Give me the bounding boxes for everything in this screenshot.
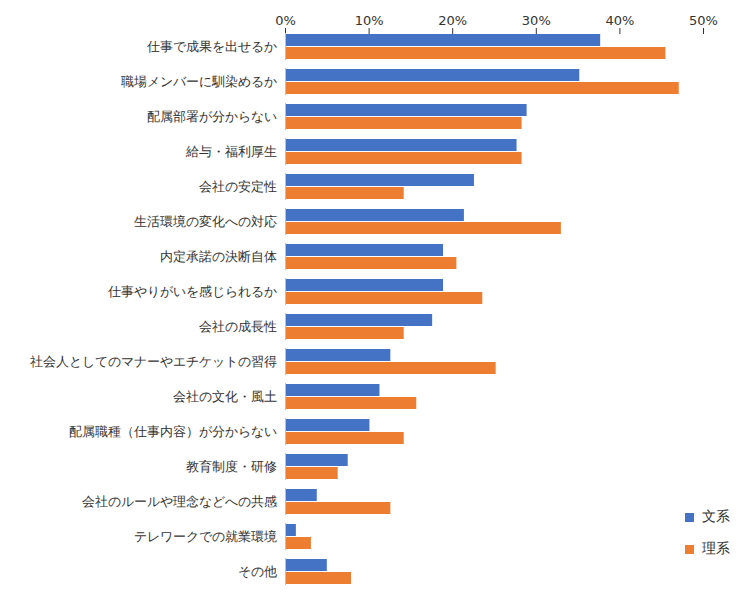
svg-text:会社の文化・風土: 会社の文化・風土	[173, 389, 277, 404]
svg-text:内定承諾の決断自体: 内定承諾の決断自体	[160, 249, 277, 264]
svg-text:会社の成長性: 会社の成長性	[199, 319, 277, 334]
svg-text:給与・福利厚生: 給与・福利厚生	[185, 144, 277, 159]
svg-text:配属職種（仕事内容）が分からない: 配属職種（仕事内容）が分からない	[69, 424, 277, 439]
svg-text:会社の安定性: 会社の安定性	[199, 179, 277, 194]
svg-text:テレワークでの就業環境: テレワークでの就業環境	[134, 529, 277, 544]
svg-text:20%: 20%	[438, 13, 467, 28]
svg-text:40%: 40%	[605, 13, 634, 28]
html-text:理系: 理系	[702, 540, 730, 556]
svg-text:配属部署が分からない: 配属部署が分からない	[147, 109, 277, 124]
svg-text:50%: 50%	[689, 13, 718, 28]
svg-text:職場メンバーに馴染めるか: 職場メンバーに馴染めるか	[121, 74, 277, 89]
svg-text:生活環境の変化への対応: 生活環境の変化への対応	[134, 214, 277, 229]
svg-text:0%: 0%	[275, 13, 296, 28]
svg-text:教育制度・研修: 教育制度・研修	[186, 459, 277, 474]
svg-text:その他: その他	[238, 564, 277, 579]
svg-text:30%: 30%	[522, 13, 551, 28]
svg-text:仕事やりがいを感じられるか: 仕事やりがいを感じられるか	[107, 284, 277, 299]
html-text:文系: 文系	[702, 508, 730, 524]
svg-text:社会人としてのマナーやエチケットの習得: 社会人としてのマナーやエチケットの習得	[30, 354, 277, 369]
svg-text:会社のルールや理念などへの共感: 会社のルールや理念などへの共感	[82, 494, 277, 509]
svg-text:10%: 10%	[355, 13, 384, 28]
svg-text:仕事で成果を出せるか: 仕事で成果を出せるか	[146, 39, 277, 54]
